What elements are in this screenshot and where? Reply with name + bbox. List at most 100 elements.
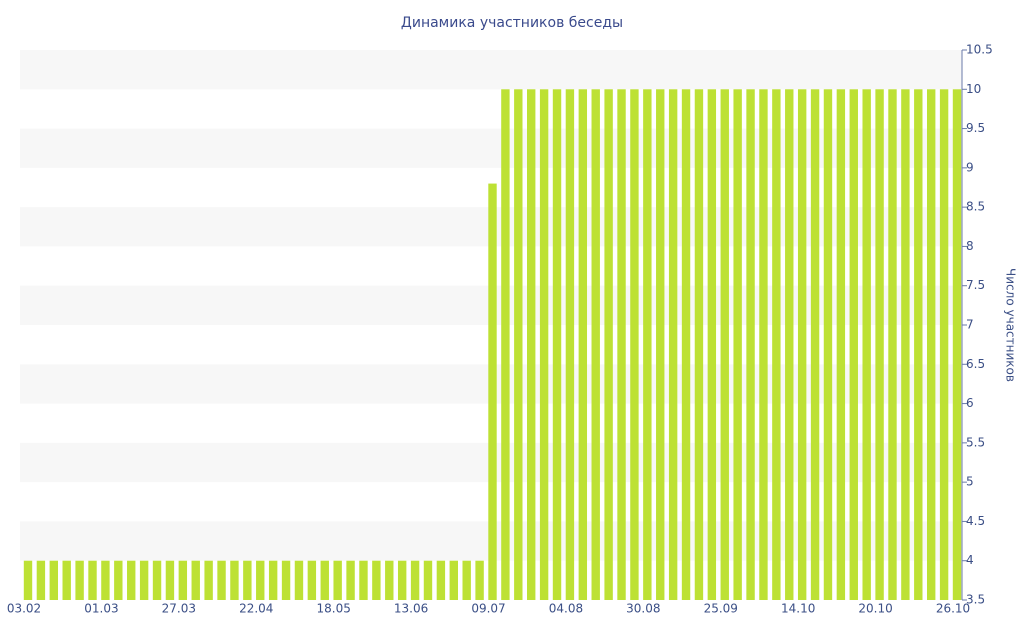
x-tick-label: 14.10 <box>781 602 815 616</box>
bar <box>591 89 600 601</box>
y-tick-label: 3.5 <box>966 593 985 607</box>
bar <box>862 89 871 601</box>
grid-band <box>20 50 962 90</box>
bar <box>230 560 239 600</box>
bar <box>785 89 794 601</box>
y-tick-label: 5.5 <box>966 435 985 449</box>
x-tick-label: 04.08 <box>549 602 583 616</box>
bar <box>462 560 471 600</box>
bar <box>178 560 188 600</box>
x-tick-label: 27.03 <box>162 602 196 616</box>
bar <box>707 89 717 601</box>
bar <box>823 89 833 601</box>
bar <box>191 560 200 600</box>
bar <box>539 89 549 601</box>
x-tick-label: 30.08 <box>626 602 660 616</box>
bar <box>720 89 729 601</box>
y-tick-label: 9.5 <box>966 121 985 135</box>
y-tick-label: 7 <box>966 318 974 332</box>
bar <box>643 89 652 601</box>
bar <box>694 89 704 601</box>
x-tick-label: 13.06 <box>394 602 428 616</box>
bar <box>268 560 278 600</box>
bar <box>101 560 110 600</box>
bar <box>217 560 226 600</box>
bar <box>49 560 59 600</box>
bar <box>436 560 446 600</box>
bar <box>514 89 523 601</box>
y-tick-label: 6.5 <box>966 357 985 371</box>
x-tick-label: 25.09 <box>704 602 738 616</box>
bar <box>604 89 613 601</box>
bar <box>23 560 33 600</box>
x-tick-label: 20.10 <box>858 602 892 616</box>
bar <box>152 560 162 600</box>
y-tick-label: 9 <box>966 160 974 174</box>
y-tick-label: 6 <box>966 396 974 410</box>
bar <box>114 560 123 600</box>
bar <box>901 89 910 601</box>
y-tick-label: 8.5 <box>966 200 985 214</box>
y-tick-label: 5 <box>966 475 974 489</box>
bar <box>810 89 820 601</box>
x-tick-label: 22.04 <box>239 602 273 616</box>
y-tick-label: 10.5 <box>966 43 993 57</box>
bar <box>449 560 458 600</box>
x-tick-label: 09.07 <box>471 602 505 616</box>
y-tick-label: 4.5 <box>966 514 985 528</box>
bar <box>772 89 781 601</box>
bar <box>759 89 768 601</box>
bar <box>888 89 897 601</box>
bar <box>501 89 510 601</box>
bar <box>552 89 562 601</box>
bar <box>630 89 639 601</box>
y-tick-label: 10 <box>966 82 981 96</box>
bar <box>243 560 252 600</box>
bar <box>926 89 936 601</box>
bar <box>256 560 265 600</box>
bar <box>139 560 149 600</box>
bar <box>62 560 71 600</box>
bar <box>849 89 858 601</box>
bar <box>36 560 46 600</box>
bar <box>294 560 304 600</box>
bar <box>346 560 355 600</box>
y-tick-label: 4 <box>966 553 974 567</box>
bar <box>952 89 962 601</box>
bars <box>23 89 962 601</box>
bar <box>320 560 329 600</box>
y-axis-label: Число участников <box>1004 268 1018 382</box>
bar <box>385 560 394 600</box>
bar <box>281 560 291 600</box>
bar <box>204 560 213 600</box>
bar <box>565 89 575 601</box>
bar <box>165 560 175 600</box>
chart-title: Динамика участников беседы <box>401 15 623 31</box>
x-tick-label: 01.03 <box>84 602 118 616</box>
bar <box>527 89 536 601</box>
bar <box>359 560 368 600</box>
bar <box>939 89 949 601</box>
bar <box>475 560 484 600</box>
y-tick-label: 7.5 <box>966 278 985 292</box>
bar <box>423 560 433 600</box>
bar <box>733 89 742 601</box>
axis: 3.5 4 4.5 5 5.5 6 6.5 7 7.5 8 8.5 9 9.5 10 10.5 03.02 01… <box>7 43 993 616</box>
bar <box>875 89 884 601</box>
bar <box>397 560 407 600</box>
bar <box>333 560 342 600</box>
x-tick-label: 18.05 <box>316 602 350 616</box>
bar <box>88 560 97 600</box>
bar <box>656 89 665 601</box>
bar <box>746 89 755 601</box>
bar <box>836 89 846 601</box>
x-tick-label: 26.10 <box>936 602 970 616</box>
bar <box>617 89 626 601</box>
bar <box>488 183 497 601</box>
grid-band <box>20 128 962 168</box>
y-tick-label: 8 <box>966 239 974 253</box>
bar <box>578 89 588 601</box>
bar <box>127 560 136 600</box>
